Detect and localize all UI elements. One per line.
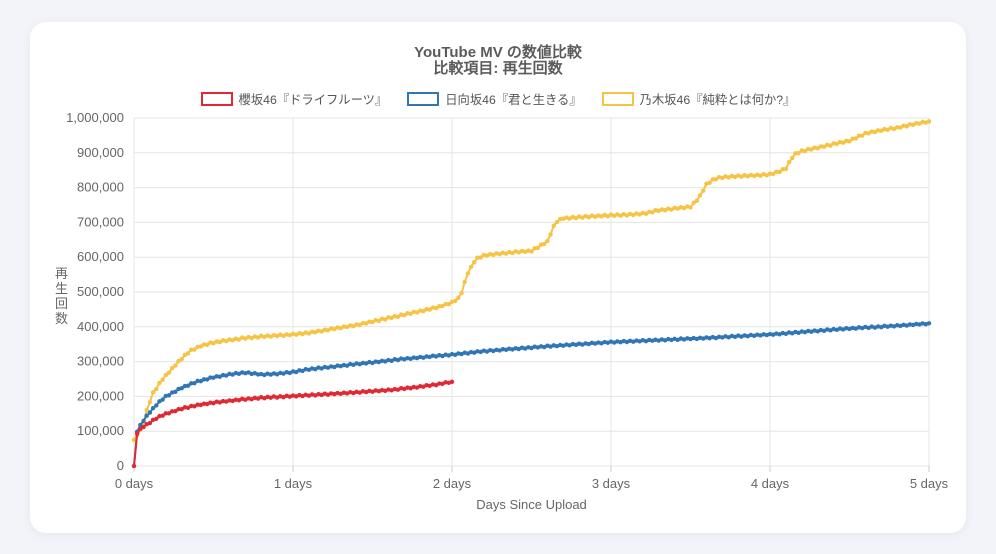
svg-text:100,000: 100,000 (77, 423, 124, 438)
svg-text:1,000,000: 1,000,000 (66, 110, 124, 125)
svg-text:5 days: 5 days (910, 476, 949, 491)
svg-text:200,000: 200,000 (77, 388, 124, 403)
svg-text:2 days: 2 days (433, 476, 472, 491)
svg-text:0 days: 0 days (115, 476, 154, 491)
svg-text:300,000: 300,000 (77, 354, 124, 369)
svg-text:0: 0 (117, 458, 124, 473)
svg-text:3 days: 3 days (592, 476, 631, 491)
svg-text:900,000: 900,000 (77, 145, 124, 160)
svg-text:600,000: 600,000 (77, 249, 124, 264)
svg-text:1 days: 1 days (274, 476, 313, 491)
svg-text:500,000: 500,000 (77, 284, 124, 299)
svg-text:4 days: 4 days (751, 476, 790, 491)
svg-text:800,000: 800,000 (77, 180, 124, 195)
svg-text:400,000: 400,000 (77, 319, 124, 334)
svg-text:700,000: 700,000 (77, 214, 124, 229)
